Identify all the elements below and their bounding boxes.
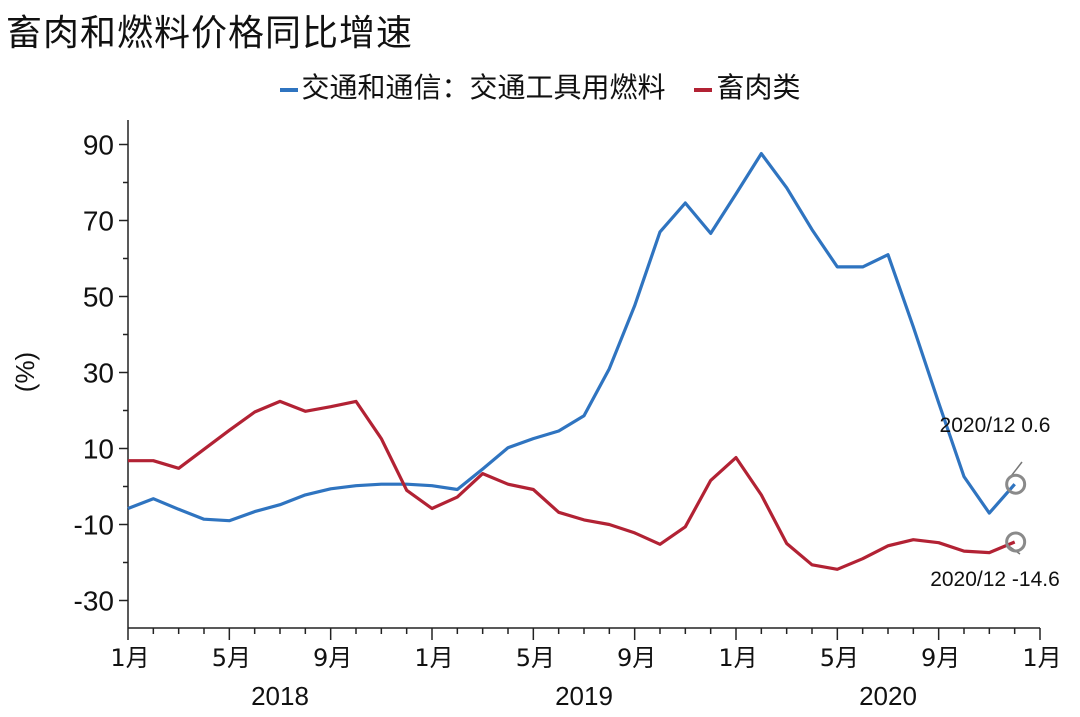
annotation-label: 2020/12 -14.6 xyxy=(930,568,1060,591)
y-tick-label: -30 xyxy=(74,586,114,617)
legend-label-meat: 畜肉类 xyxy=(716,71,801,104)
x-tick-label: 9月 xyxy=(617,644,656,672)
x-tick-label: 1月 xyxy=(110,644,149,672)
series-line-meat xyxy=(128,399,1016,571)
axes: 90 70 50 30 10 -10 -30 1月 5月 9月 1月 5月 9月 1月 5月 9月 1月 2018… xyxy=(74,120,1062,711)
y-tick-label: 50 xyxy=(83,282,114,313)
y-tick-label: -10 xyxy=(74,510,114,541)
x-tick-label: 9月 xyxy=(313,644,352,672)
x-year-label: 2019 xyxy=(555,681,613,711)
legend-swatch-fuel xyxy=(279,87,298,92)
annotation-marker xyxy=(1005,531,1027,553)
y-axis-label: (%) xyxy=(10,352,40,392)
annotation-layer: 2020/12 0.6 2020/12 -14.6 xyxy=(930,414,1060,591)
annotation-label: 2020/12 0.6 xyxy=(940,414,1051,437)
legend-label-fuel: 交通和通信：交通工具用燃料 xyxy=(301,71,666,104)
x-tick-label: 1月 xyxy=(414,644,453,672)
series-layer xyxy=(127,152,1016,571)
x-tick-label: 5月 xyxy=(212,644,251,672)
y-tick-label: 90 xyxy=(83,130,114,161)
y-tick-label: 30 xyxy=(83,358,114,389)
x-tick-label: 5月 xyxy=(516,644,555,672)
series-line-fuel xyxy=(127,152,1016,523)
legend-item-meat: 畜肉类 xyxy=(694,66,800,106)
annotation-marker xyxy=(1005,473,1027,495)
x-tick-label: 1月 xyxy=(1022,644,1061,672)
y-tick-label: 70 xyxy=(83,206,114,237)
legend: 交通和通信：交通工具用燃料 畜肉类 xyxy=(0,66,1080,106)
x-year-label: 2020 xyxy=(859,681,917,711)
chart-title: 畜肉和燃料价格同比增速 xyxy=(6,13,414,54)
legend-swatch-meat xyxy=(694,87,713,92)
x-tick-label: 1月 xyxy=(718,644,757,672)
x-tick-label: 5月 xyxy=(820,644,859,672)
x-year-label: 2018 xyxy=(251,681,309,711)
legend-item-fuel: 交通和通信：交通工具用燃料 xyxy=(279,66,666,106)
y-tick-label: 10 xyxy=(83,434,114,465)
x-tick-label: 9月 xyxy=(921,644,960,672)
